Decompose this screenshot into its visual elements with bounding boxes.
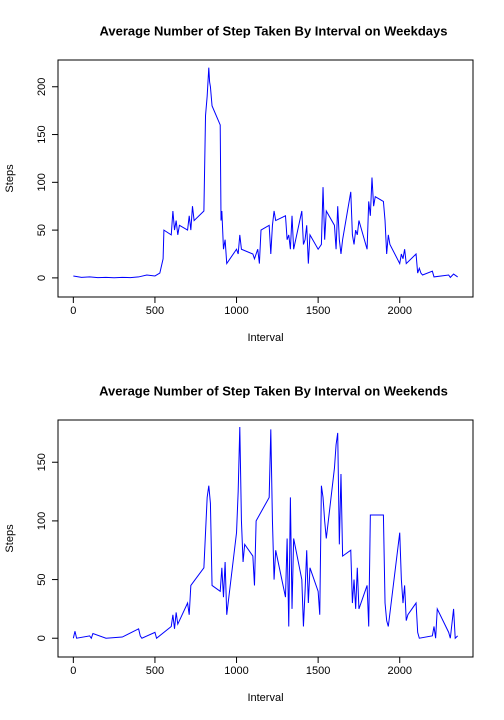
x-tick-label: 1000: [224, 305, 248, 317]
x-axis-label: Interval: [247, 692, 283, 704]
chart-title: Average Number of Step Taken By Interval…: [99, 383, 448, 398]
data-line: [73, 67, 458, 279]
x-tick-label: 1000: [224, 665, 248, 677]
y-tick-label: 150: [36, 125, 48, 143]
y-tick-label: 100: [36, 173, 48, 191]
data-line: [72, 427, 459, 640]
y-tick-label: 0: [36, 275, 48, 281]
y-tick-label: 200: [36, 78, 48, 96]
x-tick-label: 500: [146, 305, 164, 317]
y-tick-label: 0: [36, 635, 48, 641]
y-tick-label: 100: [36, 512, 48, 530]
x-tick-label: 0: [70, 305, 76, 317]
x-tick-label: 2000: [387, 305, 411, 317]
x-tick-label: 1500: [306, 665, 330, 677]
y-tick-label: 150: [36, 453, 48, 471]
plot-box: [57, 419, 474, 658]
x-tick-label: 2000: [387, 665, 411, 677]
chart-title: Average Number of Step Taken By Interval…: [100, 23, 448, 38]
x-tick-label: 500: [146, 665, 164, 677]
y-tick-label: 50: [36, 224, 48, 236]
y-axis-label: Steps: [4, 164, 16, 193]
plot-box: [57, 59, 474, 298]
y-axis-label: Steps: [4, 524, 16, 553]
x-tick-label: 0: [70, 665, 76, 677]
x-axis-label: Interval: [247, 332, 283, 344]
y-tick-label: 50: [36, 573, 48, 585]
x-tick-label: 1500: [306, 305, 330, 317]
